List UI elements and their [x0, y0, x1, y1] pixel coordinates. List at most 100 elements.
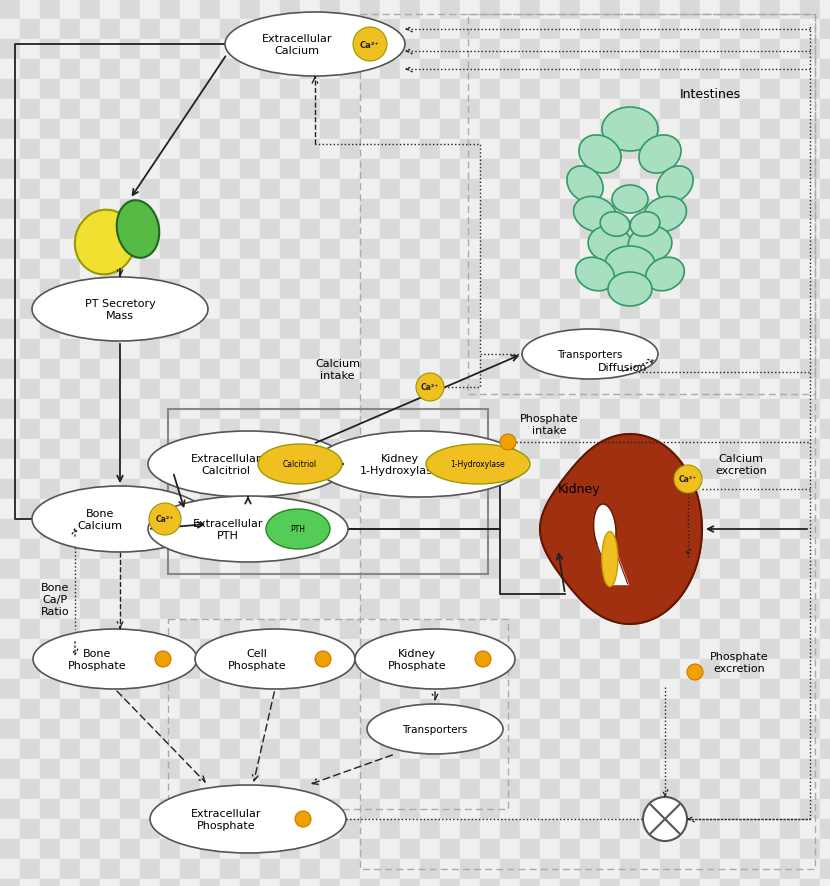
Bar — [220, 759, 240, 779]
Bar — [300, 299, 320, 320]
Bar — [640, 559, 660, 579]
Bar — [500, 100, 520, 120]
Bar — [380, 819, 400, 839]
Bar — [60, 839, 80, 859]
Bar — [320, 339, 340, 360]
Ellipse shape — [32, 486, 208, 552]
Bar — [680, 260, 700, 280]
Bar — [720, 199, 740, 220]
Bar — [180, 479, 200, 500]
Bar — [440, 699, 460, 719]
Bar — [80, 60, 100, 80]
Bar — [800, 240, 820, 260]
Bar — [200, 500, 220, 519]
Bar — [380, 799, 400, 819]
Bar — [580, 100, 600, 120]
Bar — [380, 379, 400, 400]
Bar — [600, 280, 620, 299]
Bar — [580, 159, 600, 180]
Bar — [500, 519, 520, 540]
Bar — [380, 400, 400, 420]
Bar — [280, 680, 300, 699]
Bar — [460, 100, 480, 120]
Bar — [160, 140, 180, 159]
Bar — [660, 479, 680, 500]
Bar — [160, 120, 180, 140]
Bar — [700, 739, 720, 759]
Bar — [380, 779, 400, 799]
Bar — [220, 220, 240, 240]
Bar — [560, 839, 580, 859]
Bar — [60, 420, 80, 439]
Bar — [380, 599, 400, 619]
Bar — [820, 299, 830, 320]
Bar — [168, 409, 488, 574]
Bar — [640, 0, 660, 20]
Bar — [660, 839, 680, 859]
Bar — [340, 180, 360, 199]
Bar — [200, 260, 220, 280]
Bar — [220, 0, 240, 20]
Bar — [200, 479, 220, 500]
Bar — [600, 379, 620, 400]
Bar — [220, 20, 240, 40]
Bar — [300, 500, 320, 519]
Bar — [700, 100, 720, 120]
Bar — [640, 220, 660, 240]
Bar — [300, 479, 320, 500]
Bar — [600, 640, 620, 659]
Bar — [460, 799, 480, 819]
Bar — [520, 339, 540, 360]
Bar — [500, 640, 520, 659]
Bar — [520, 819, 540, 839]
Bar — [460, 299, 480, 320]
Bar — [0, 460, 20, 479]
Bar — [500, 0, 520, 20]
Bar — [500, 540, 520, 559]
Bar — [640, 819, 660, 839]
Bar — [200, 659, 220, 680]
Bar — [580, 60, 600, 80]
Bar — [20, 379, 40, 400]
Bar — [400, 599, 420, 619]
Bar — [280, 819, 300, 839]
Bar — [60, 100, 80, 120]
Bar — [580, 260, 600, 280]
Bar — [780, 80, 800, 100]
Bar — [660, 519, 680, 540]
Bar — [60, 40, 80, 60]
Bar — [360, 0, 380, 20]
Bar — [320, 879, 340, 886]
Bar — [460, 260, 480, 280]
Bar — [820, 339, 830, 360]
Bar — [340, 479, 360, 500]
Bar — [200, 379, 220, 400]
Bar — [480, 60, 500, 80]
Bar — [140, 439, 160, 460]
Bar — [400, 379, 420, 400]
Bar — [0, 120, 20, 140]
Bar — [120, 759, 140, 779]
Bar — [240, 299, 260, 320]
Bar — [180, 500, 200, 519]
Bar — [580, 439, 600, 460]
Bar — [520, 0, 540, 20]
Bar — [800, 859, 820, 879]
Bar — [140, 80, 160, 100]
Bar — [160, 699, 180, 719]
Bar — [740, 799, 760, 819]
Bar — [560, 20, 580, 40]
Bar — [600, 220, 620, 240]
Bar — [200, 240, 220, 260]
Bar — [520, 60, 540, 80]
Text: Ca²⁺: Ca²⁺ — [421, 383, 439, 392]
Bar — [660, 20, 680, 40]
Bar — [720, 680, 740, 699]
Bar — [320, 420, 340, 439]
Bar — [740, 400, 760, 420]
Bar — [180, 699, 200, 719]
Bar — [60, 479, 80, 500]
Bar — [280, 240, 300, 260]
Bar — [240, 540, 260, 559]
Bar — [400, 859, 420, 879]
